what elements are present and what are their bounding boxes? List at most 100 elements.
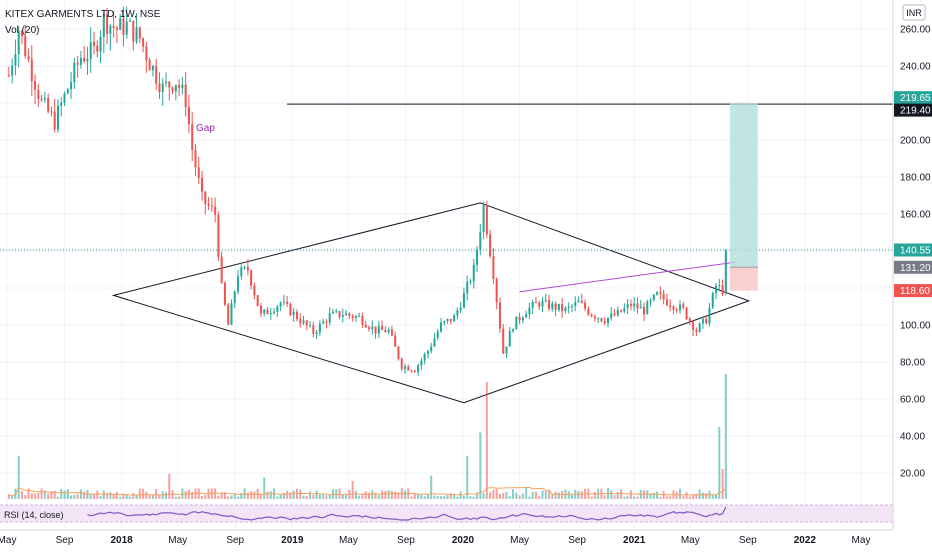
candle-body — [161, 83, 164, 93]
candle — [390, 325, 393, 337]
volume-bar — [665, 496, 668, 499]
candle — [165, 72, 168, 88]
volume-bar — [482, 493, 485, 499]
volume-bar — [83, 491, 86, 499]
volume-bar — [629, 490, 632, 499]
candle — [692, 319, 695, 337]
candle-body — [341, 315, 344, 317]
volume-bar — [338, 488, 341, 499]
volume-bar — [518, 495, 521, 499]
candle-body — [459, 307, 462, 311]
candle-body — [436, 331, 439, 339]
candle — [246, 259, 249, 276]
candle-body — [138, 27, 141, 39]
candle-body — [56, 105, 59, 130]
volume-bar — [263, 477, 266, 499]
candle — [721, 279, 724, 297]
candle-body — [253, 285, 256, 296]
volume-bar — [66, 489, 69, 499]
candle-body — [587, 308, 590, 315]
candle — [564, 306, 567, 314]
candle — [56, 99, 59, 133]
candle — [492, 248, 495, 285]
candle — [715, 282, 718, 300]
volume-bar — [217, 495, 220, 499]
candle — [705, 316, 708, 325]
volume-bar — [361, 494, 364, 499]
volume-bar — [433, 495, 436, 499]
volume-bar — [381, 490, 384, 499]
volume-bar — [151, 495, 154, 499]
currency-label: INR — [906, 8, 922, 18]
candle — [508, 327, 511, 347]
candle — [266, 307, 269, 315]
candle — [426, 349, 429, 359]
volume-bar — [322, 494, 325, 499]
volume-bar — [358, 495, 361, 499]
volume-bar — [237, 496, 240, 499]
volume-bar — [112, 494, 115, 499]
price-badge-text: 219.40 — [900, 106, 931, 117]
candle — [597, 317, 600, 324]
volume-bar — [505, 491, 508, 499]
candle — [394, 331, 397, 347]
volume-bar — [220, 492, 223, 499]
candle — [184, 71, 187, 117]
candle — [106, 7, 109, 44]
volume-bar — [305, 496, 308, 499]
volume-bar — [70, 495, 73, 499]
candle — [616, 306, 619, 317]
price-badge-text: 140.55 — [900, 245, 931, 256]
candle — [698, 322, 701, 333]
volume-bar — [669, 496, 672, 499]
candle-body — [92, 42, 96, 46]
volume-bar — [341, 494, 344, 499]
volume-bar — [269, 491, 272, 499]
price-tick-label: 160.00 — [900, 210, 931, 221]
volume-bar — [276, 496, 279, 499]
candle — [341, 308, 344, 323]
candle — [322, 318, 325, 325]
candle — [678, 300, 682, 314]
volume-bar — [436, 496, 439, 499]
candle — [472, 258, 475, 289]
candle-body — [512, 329, 515, 332]
volume-bar — [155, 489, 158, 499]
candle-body — [17, 31, 20, 55]
volume-bar — [580, 491, 583, 499]
volume-bar — [204, 494, 207, 499]
candle-body — [43, 98, 46, 100]
candle-body — [246, 266, 249, 271]
candle — [646, 299, 649, 315]
candle-body — [168, 81, 171, 88]
volume-bar — [705, 492, 708, 499]
candle-body — [708, 307, 711, 324]
candle — [191, 112, 194, 162]
currency-box[interactable] — [902, 4, 926, 21]
volume-bar — [410, 496, 413, 499]
candle-body — [27, 56, 30, 60]
candle-body — [30, 59, 33, 81]
candle-body — [115, 27, 118, 30]
volume-bar — [485, 382, 488, 499]
volume-bar — [446, 495, 449, 499]
price-badge: 131.20 — [894, 260, 932, 274]
volume-bar — [289, 492, 292, 499]
candle-body — [318, 323, 321, 333]
candle — [518, 312, 521, 325]
candle-body — [20, 31, 23, 36]
price-badge-bg — [894, 91, 932, 105]
candle-body — [364, 324, 367, 328]
volume-bar — [718, 427, 721, 499]
rsi-legend: RSI (14, close) — [4, 510, 64, 520]
candle-body — [616, 309, 619, 316]
candle — [364, 320, 367, 328]
candle — [505, 346, 508, 358]
volume-bar — [299, 489, 302, 499]
candle — [351, 314, 354, 322]
volume-bar — [593, 491, 596, 499]
candle-body — [528, 307, 531, 315]
candle — [708, 303, 711, 327]
candle — [102, 9, 105, 54]
